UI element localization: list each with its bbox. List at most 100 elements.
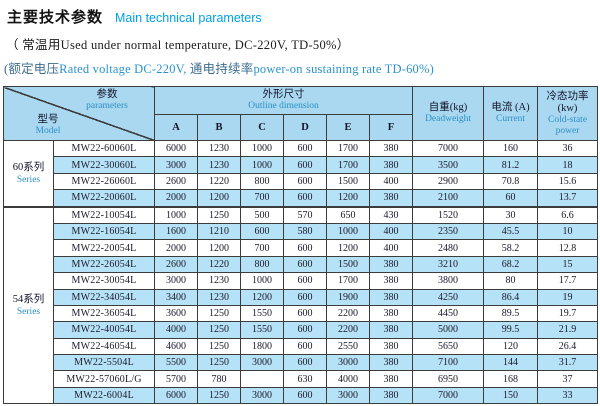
value-cell: 2200: [326, 321, 370, 339]
model-cell: MW22-30060L: [53, 156, 155, 174]
page-header: 主要技术参数 Main technical parameters: [0, 0, 600, 27]
value-cell: 1200: [240, 288, 284, 306]
value-cell: 600: [283, 139, 327, 158]
value-cell: 160: [483, 139, 539, 158]
page-title-en: Main technical parameters: [115, 11, 262, 25]
value-cell: 600: [283, 255, 327, 274]
rating-note-zh2: 通电持续率: [189, 62, 254, 76]
condition-note: （ 常温用Used under normal temperature, DC-2…: [6, 38, 350, 52]
table-row: MW22-20060L 2000 1200 700 600 1200 380 2100 60 13…: [4, 189, 599, 208]
model-cell: MW22-26060L: [53, 172, 155, 191]
corner-parameters-label: 参数 parameters: [86, 89, 128, 111]
value-cell: 1210: [197, 222, 241, 241]
value-cell: 3400: [154, 288, 198, 306]
value-cell: 1220: [197, 255, 241, 274]
table-row: MW22-36054L 3600 1250 1550 600 2200 380 4450 89.…: [4, 304, 599, 323]
value-cell: 17.7: [537, 272, 599, 290]
value-cell: 1250: [197, 321, 241, 339]
value-cell: 36: [537, 139, 599, 158]
table-row: MW22-5504L 5500 1250 3000 600 3000 380 7100 144 3…: [4, 354, 599, 372]
value-cell: 150: [483, 386, 539, 405]
corner-header-cell: 参数 parameters 型号 Model: [3, 86, 155, 141]
value-cell: 1000: [240, 156, 284, 174]
value-cell: 21.9: [537, 321, 599, 339]
dim-header-f: F: [368, 114, 414, 141]
rating-note-en2: power-on sustaining rate TD-60%): [253, 62, 434, 76]
value-cell: 68.2: [483, 255, 539, 274]
value-cell: 1200: [326, 189, 370, 208]
value-cell: 7000: [412, 386, 485, 405]
value-cell: 6.6: [537, 205, 599, 224]
dim-header-b: B: [197, 114, 241, 141]
value-cell: 2600: [154, 255, 198, 274]
table-row: MW22-16054L 1600 1210 600 580 1000 400 2350 45.5…: [4, 222, 599, 241]
value-cell: 1250: [197, 304, 241, 323]
value-cell: 800: [240, 255, 284, 274]
value-cell: 2350: [412, 222, 485, 241]
value-cell: 430: [368, 205, 414, 224]
value-cell: 99.5: [483, 321, 539, 339]
value-cell: 4000: [326, 370, 370, 388]
value-cell: 380: [368, 156, 414, 174]
value-cell: 33: [537, 386, 599, 405]
value-cell: 380: [368, 255, 414, 274]
value-cell: [240, 370, 284, 388]
value-cell: 1250: [197, 386, 241, 405]
value-cell: 12.8: [537, 239, 599, 257]
value-cell: 400: [368, 222, 414, 241]
value-cell: 80: [483, 272, 539, 290]
value-cell: 6000: [154, 386, 198, 405]
dim-header-e: E: [326, 114, 370, 141]
value-cell: 15.6: [537, 172, 599, 191]
table-row: MW22-30060L 3000 1230 1000 600 1700 380 3500 81.…: [4, 156, 599, 174]
value-cell: 1250: [197, 337, 241, 356]
rating-note: (额定电压Rated voltage DC-220V, 通电持续率power-o…: [4, 58, 600, 77]
value-cell: 4450: [412, 304, 485, 323]
value-cell: 1230: [197, 272, 241, 290]
value-cell: 600: [283, 321, 327, 339]
table-row: MW22-26060L 2600 1220 800 600 1500 400 2900 70.8…: [4, 172, 599, 191]
value-cell: 120: [483, 337, 539, 356]
value-cell: 37: [537, 370, 599, 388]
value-cell: 700: [240, 239, 284, 257]
value-cell: 1700: [326, 156, 370, 174]
table-row: MW22-46054L 4600 1250 1800 600 2550 380 5650 120…: [4, 337, 599, 356]
model-cell: MW22-10054L: [53, 205, 155, 224]
value-cell: 3210: [412, 255, 485, 274]
table-row: 60系列 Series MW22-60060L 6000 1230 1000 600 1700…: [3, 139, 599, 208]
value-cell: 2000: [154, 239, 198, 257]
value-cell: 780: [197, 370, 241, 388]
parameters-table: 参数 parameters 型号 Model 外形尺寸 Outline dime…: [3, 86, 599, 405]
value-cell: 1500: [326, 255, 370, 274]
rating-note-en1: Rated voltage DC-220V,: [59, 62, 190, 76]
value-cell: 5000: [412, 321, 485, 339]
value-cell: 600: [283, 272, 327, 290]
table-row: MW22-26054L 2600 1220 800 600 1500 380 3210 68.2…: [4, 255, 599, 274]
value-cell: 2900: [412, 172, 485, 191]
model-cell: MW22-26054L: [53, 255, 155, 274]
series-label-en: Series: [16, 174, 41, 185]
value-cell: 800: [240, 172, 284, 191]
value-cell: 1600: [154, 222, 198, 241]
value-cell: 600: [283, 156, 327, 174]
value-cell: 650: [326, 205, 370, 224]
value-cell: 600: [283, 239, 327, 257]
value-cell: 2200: [326, 304, 370, 323]
table-body: 60系列 Series MW22-60060L 6000 1230 1000 600 1700…: [3, 139, 599, 405]
value-cell: 600: [240, 222, 284, 241]
value-cell: 400: [368, 172, 414, 191]
model-cell: MW22-20060L: [53, 189, 155, 208]
value-cell: 81.2: [483, 156, 539, 174]
series-label-en: Series: [16, 306, 41, 317]
rating-note-zh1: (额定电压: [4, 62, 60, 76]
model-cell: MW22-6004L: [53, 386, 155, 405]
value-cell: 2100: [412, 189, 485, 208]
value-cell: 1230: [197, 288, 241, 306]
model-cell: MW22-34054L: [53, 288, 155, 306]
value-cell: 10: [537, 222, 599, 241]
table-row: MW22-40054L 4000 1250 1550 600 2200 380 5000 99.…: [4, 321, 599, 339]
value-cell: 2000: [154, 189, 198, 208]
outline-dimension-header: 外形尺寸 Outline dimension: [153, 86, 414, 115]
value-cell: 18: [537, 156, 599, 174]
value-cell: 1000: [240, 272, 284, 290]
